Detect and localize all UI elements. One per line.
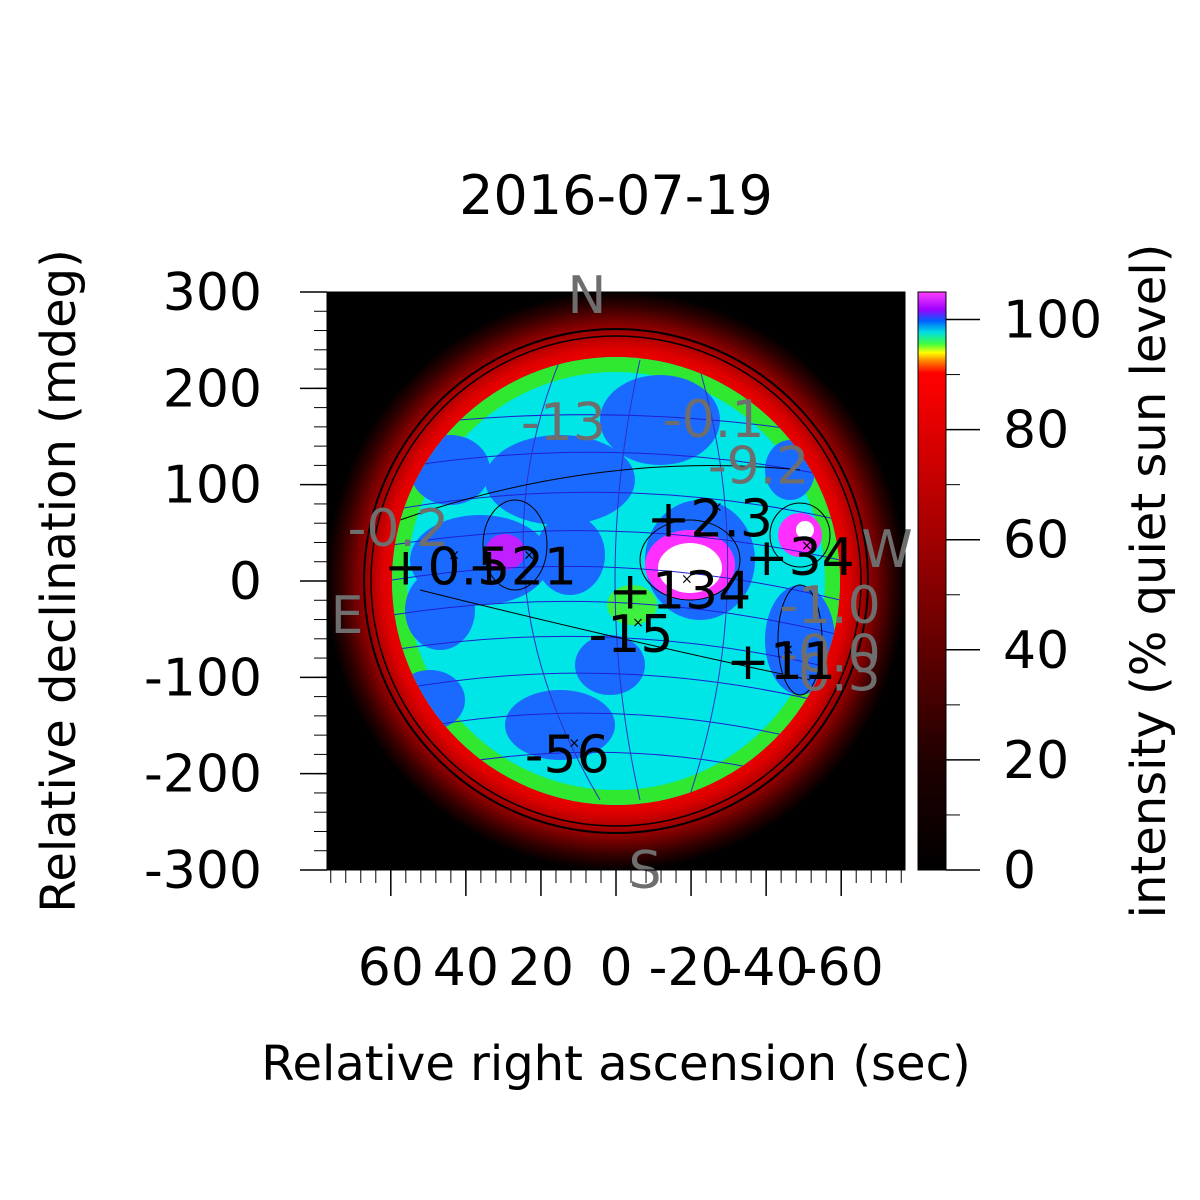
compass-east: E [331,586,364,646]
y-tick-label: 200 [163,359,262,419]
colorbar-label: intensity (% quiet sun level) [1121,244,1177,919]
annotation-gray: -13 [521,393,606,453]
x-tick-label: -60 [799,938,884,998]
colorbar-axis: 0 20 40 60 80 100 [946,291,1102,901]
y-tick-label: 0 [229,552,262,612]
colorbar-tick-label: 80 [1003,401,1069,461]
annotation-layer: -13 -0.1-9.2-0.2-1.0-0.0-0.3×+2.3 ×+34×+0.… [348,390,881,785]
annotation-black: +0.5 [384,538,510,598]
annotation-gray: -1.0 [779,576,880,636]
solar-image [327,292,905,870]
x-axis-label: Relative right ascension (sec) [261,1036,970,1092]
marker-cross: × [681,572,693,588]
chart-title: 2016-07-19 [459,164,773,227]
colorbar-tick-label: 60 [1003,511,1069,571]
y-axis-label: Relative declination (mdeg) [31,249,87,913]
y-tick-label: -300 [144,841,262,901]
marker-cross: × [632,615,644,631]
annotation-gray: -0.0 [779,624,880,684]
annotation-black: +2.3 [647,489,773,549]
marker-cross: × [782,642,794,658]
annotation-black: +11 [726,632,836,692]
colorbar-tick-label: 20 [1003,731,1069,791]
marker-cross: × [801,538,813,554]
compass-south: S [628,841,661,901]
annotation-black: +134 [608,562,751,622]
colorbar [917,291,947,871]
x-tick-label: 0 [599,938,632,998]
y-tick-label: -100 [144,648,262,708]
x-tick-label: 60 [358,938,424,998]
marker-cross: × [523,548,535,564]
annotation-gray: -9.2 [708,436,809,496]
compass-north: N [568,266,607,326]
y-tick-label: 100 [163,456,262,516]
marker-cross: × [568,735,580,751]
colorbar-tick-label: 100 [1003,291,1102,351]
annotation-black: +21 [467,538,577,598]
x-axis: 60 40 20 0 -20-40-60 [327,869,905,998]
marker-cross: × [448,548,460,564]
annotation-black: -15 [589,605,674,665]
marker-cross: × [711,499,723,515]
x-tick-label: -20 [649,938,734,998]
y-axis: 300 200 100 0 -100 -200 -300 [144,263,328,901]
y-tick-label: 300 [163,263,262,323]
x-tick-label: 40 [433,938,499,998]
annotation-gray: -0.1 [663,390,764,450]
x-tick-label: 20 [508,938,574,998]
annotation-black: -56 [525,725,610,785]
x-tick-label: -40 [724,938,809,998]
colorbar-tick-label: 0 [1003,841,1036,901]
y-tick-label: -200 [144,745,262,805]
annotation-gray: -0.2 [348,499,449,559]
annotation-gray: -0.3 [779,644,880,704]
colorbar-tick-label: 40 [1003,621,1069,681]
annotation-black: +34 [745,528,855,588]
compass-west: W [861,520,912,580]
compass-labels: N S E W [331,266,913,901]
